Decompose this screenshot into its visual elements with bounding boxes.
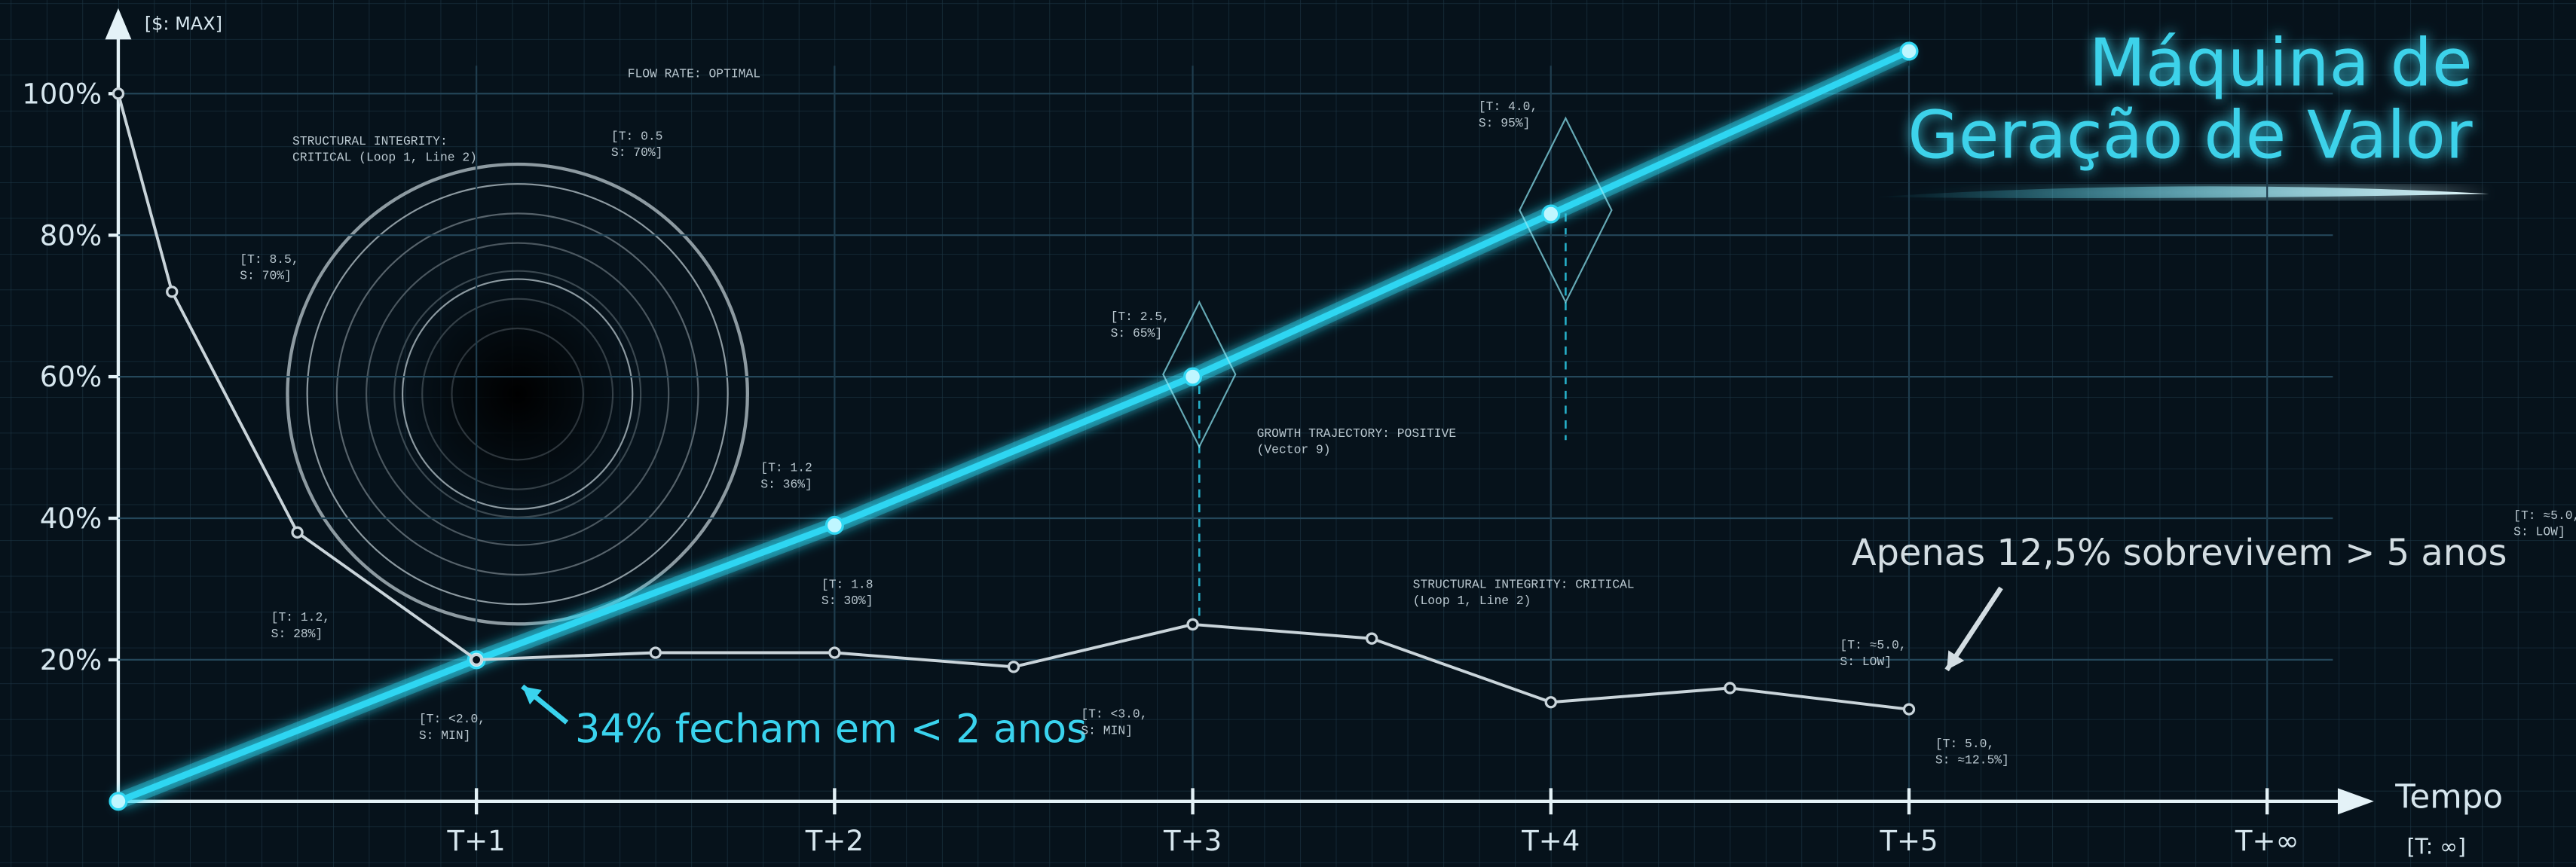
x-axis-label: Tempo xyxy=(2394,779,2503,817)
y-tick-label: 100% xyxy=(22,78,102,110)
x-tick-label: T+1 xyxy=(447,825,506,857)
chart-title: Geração de Valor xyxy=(1908,96,2472,173)
annotation: S: 36%] xyxy=(760,477,812,491)
annotation: S: 28%] xyxy=(271,627,323,641)
callout-arrowhead xyxy=(1947,650,1965,670)
annotation: CRITICAL (Loop 1, Line 2) xyxy=(292,151,477,165)
annotation: GROWTH TRAJECTORY: POSITIVE xyxy=(1257,426,1457,441)
point xyxy=(166,285,179,298)
axes xyxy=(105,8,2374,815)
annotation: [T: 5.0, xyxy=(1935,737,1994,751)
node-diamond xyxy=(1519,116,1613,304)
annotation: [T: <3.0, xyxy=(1081,707,1147,722)
line xyxy=(117,93,1910,711)
chart-title: Máquina de xyxy=(2089,24,2473,101)
annotation: S: 70%] xyxy=(611,145,663,160)
x-tick-label: T+3 xyxy=(1163,825,1222,857)
point xyxy=(1724,682,1736,695)
title-swoosh xyxy=(1873,186,2489,199)
node-diamond xyxy=(1162,300,1237,449)
point xyxy=(1541,204,1561,224)
annotation: [T: 8.5, xyxy=(240,252,298,267)
annotation: S: 30%] xyxy=(821,594,873,608)
callout: Apenas 12,5% sobrevivem > 5 anos xyxy=(1852,532,2507,574)
point xyxy=(649,646,662,659)
annotation: S: LOW] xyxy=(1840,655,1892,669)
x-tick-label: T+5 xyxy=(1879,825,1938,857)
y-axis-label: [$: MAX] xyxy=(145,13,222,34)
annotation: [T: <2.0, xyxy=(419,712,485,726)
annotation: [T: 1.8 xyxy=(821,577,873,591)
point xyxy=(1365,632,1378,645)
callout: 34% fecham em < 2 anos xyxy=(575,706,1087,752)
annotation: S: LOW] xyxy=(2513,525,2565,539)
loop-decoration xyxy=(286,162,750,626)
annotation: S: MIN] xyxy=(1081,723,1133,737)
x-tick-label: T+4 xyxy=(1521,825,1580,857)
point xyxy=(1007,661,1020,673)
annotation: S: MIN] xyxy=(419,728,471,743)
annotation: [T: 1.2, xyxy=(271,610,330,624)
annotation: STRUCTURAL INTEGRITY: xyxy=(292,134,448,148)
y-tick-label: 60% xyxy=(40,361,102,393)
x-axis-end-label: [T: ∞] xyxy=(2406,835,2465,859)
annotation: [T: ≈5.0, xyxy=(2513,508,2576,523)
guide-lines xyxy=(1198,213,1567,621)
annotation: S: ≈12.5%] xyxy=(1935,753,2009,768)
point xyxy=(1899,41,1919,61)
x-tick-label: T+∞ xyxy=(2235,825,2299,857)
point xyxy=(1902,703,1916,716)
y-tick-label: 80% xyxy=(40,219,102,252)
annotation: STRUCTURAL INTEGRITY: CRITICAL xyxy=(1413,577,1635,591)
point xyxy=(828,646,841,659)
annotation: S: 65%] xyxy=(1111,326,1163,340)
point xyxy=(825,515,844,535)
annotation: FLOW RATE: OPTIMAL xyxy=(628,66,760,81)
point xyxy=(1186,618,1199,631)
point xyxy=(109,792,128,811)
annotation: [T: 0.5 xyxy=(611,129,663,143)
annotation: S: 95%] xyxy=(1479,116,1531,130)
point xyxy=(1544,696,1557,709)
annotation: [T: 1.2 xyxy=(760,461,812,475)
annotation: S: 70%] xyxy=(240,269,292,283)
point xyxy=(291,526,304,539)
annotation: [T: ≈5.0, xyxy=(1840,638,1906,652)
y-tick-label: 20% xyxy=(40,644,102,676)
annotation: [T: 2.5, xyxy=(1111,310,1170,324)
x-tick-label: T+2 xyxy=(805,825,864,857)
annotation: (Loop 1, Line 2) xyxy=(1413,594,1531,608)
point xyxy=(470,653,483,667)
callout-arrowhead xyxy=(522,686,542,705)
annotation: [T: 4.0, xyxy=(1479,99,1537,114)
line xyxy=(117,47,1911,804)
point xyxy=(1183,367,1203,386)
annotation: (Vector 9) xyxy=(1257,443,1331,457)
point xyxy=(112,87,125,100)
y-tick-label: 40% xyxy=(40,502,102,535)
